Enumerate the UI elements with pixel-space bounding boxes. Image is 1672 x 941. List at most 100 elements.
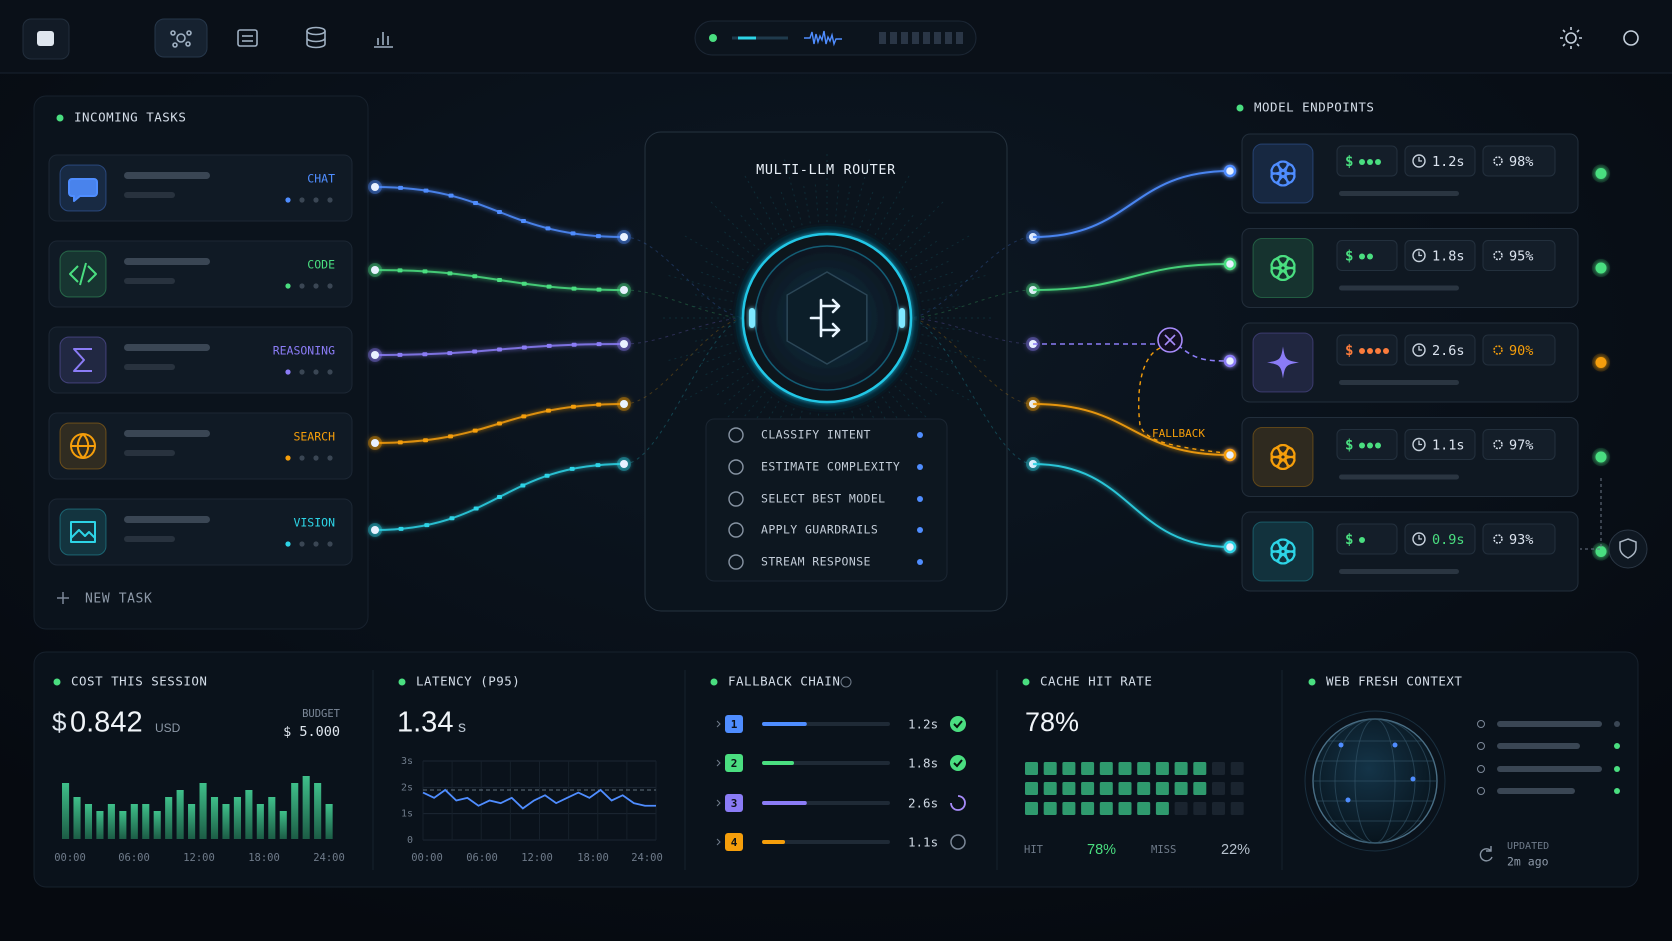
progress-dot (313, 541, 319, 547)
node (371, 183, 379, 191)
waveform (804, 30, 842, 47)
cost-chip (1336, 429, 1398, 460)
node (371, 526, 379, 534)
data-packet (447, 271, 453, 276)
x-tick-label: 06:00 (118, 852, 150, 864)
ray (699, 271, 737, 286)
cost-bar (245, 790, 253, 839)
cost-bar (142, 804, 150, 839)
data-packet (520, 483, 526, 488)
cost-level-dot (1375, 348, 1381, 354)
endpoint-node (1223, 354, 1237, 368)
fan-line (623, 317, 748, 345)
cost-bar (279, 811, 287, 839)
task-card[interactable] (48, 154, 353, 222)
latency-chip (1404, 240, 1476, 271)
cost-bar (222, 804, 230, 839)
cache-value: 78% (1025, 707, 1079, 737)
progress-dot (285, 541, 291, 547)
placeholder-line (124, 516, 210, 523)
placeholder-line (1339, 569, 1459, 574)
cost-bar (199, 783, 207, 839)
data-packet (571, 286, 577, 291)
data-packet (472, 428, 478, 433)
ray (905, 372, 939, 397)
x-tick-label: 12:00 (183, 852, 215, 864)
cost-level-dot (1367, 253, 1373, 260)
score-icon (1493, 250, 1503, 261)
latency-value: 2.6s (1432, 343, 1465, 359)
latency-chip (1404, 145, 1476, 177)
data-packet (423, 188, 429, 193)
cost-chip (1336, 334, 1398, 366)
endpoint-status (1595, 168, 1607, 179)
task-card[interactable] (48, 240, 353, 308)
data-packet (398, 185, 404, 190)
progress-dot (313, 455, 319, 461)
latency-chip (1404, 523, 1476, 555)
nav-active[interactable] (154, 18, 208, 58)
chain-latency: 1.1s (908, 835, 938, 850)
panel-title: INCOMING TASKS (74, 110, 186, 125)
ray (769, 194, 787, 232)
miss-value: 22% (1221, 842, 1250, 858)
output-link (1032, 263, 1231, 291)
source-line (1497, 788, 1575, 794)
top-right-icons[interactable] (1560, 27, 1639, 49)
cache-cell (1230, 782, 1244, 795)
data-packet (397, 268, 403, 273)
ray (881, 206, 906, 240)
ray (715, 372, 749, 397)
data-packet (496, 209, 502, 214)
check (953, 720, 963, 729)
cache-cell (1155, 782, 1169, 795)
ray (703, 260, 741, 278)
task-card[interactable] (48, 326, 353, 394)
progress-dot (327, 455, 333, 461)
router-title: MULTI-LLM ROUTER (756, 162, 896, 178)
refresh-icon[interactable] (1479, 846, 1493, 862)
rank-label: 3 (731, 797, 738, 810)
cost-level-dot (1359, 253, 1365, 260)
data-packet (448, 434, 454, 439)
ray (703, 358, 741, 376)
step-label: APPLY GUARDRAILS (761, 523, 878, 537)
fallback-label: FALLBACK (1152, 427, 1205, 440)
fan-line (623, 236, 748, 319)
cache-cell (1193, 782, 1207, 795)
model-icon-box (1252, 427, 1314, 487)
source-status (1614, 766, 1620, 772)
placeholder-line (124, 536, 175, 542)
latency-value: 1.2s (1432, 154, 1465, 170)
task-card[interactable] (48, 412, 353, 480)
hit-value: 78% (1087, 842, 1116, 858)
cache-cell (1062, 802, 1076, 815)
y-tick-label: 1s (401, 809, 413, 820)
guard-link (1580, 478, 1602, 550)
cache-cell (1212, 762, 1225, 775)
status-dot (1022, 678, 1030, 686)
endpoint-node (1223, 257, 1237, 271)
model-icon-box (1252, 238, 1314, 298)
x-tick-label: 18:00 (577, 852, 609, 864)
cost-bar (210, 797, 219, 839)
data-packet (521, 281, 527, 286)
progress-dot (285, 283, 291, 289)
ray (748, 396, 773, 430)
cost-bar (268, 797, 276, 839)
data-packet (448, 193, 454, 198)
score-icon (1493, 156, 1503, 166)
cost-bar (96, 811, 104, 839)
data-packet (569, 466, 575, 471)
fan-line (623, 317, 748, 465)
data-packet (422, 352, 428, 357)
fan-line (906, 317, 1034, 405)
latency-value: 1.1s (1432, 438, 1465, 454)
task-card[interactable] (48, 498, 353, 566)
ray (917, 350, 955, 365)
rank-badge (725, 833, 743, 851)
new-task-button[interactable]: NEW TASK (85, 592, 152, 607)
source-marker (1477, 787, 1485, 795)
cost-unit: USD (155, 721, 181, 735)
task-label: REASONING (273, 344, 335, 358)
